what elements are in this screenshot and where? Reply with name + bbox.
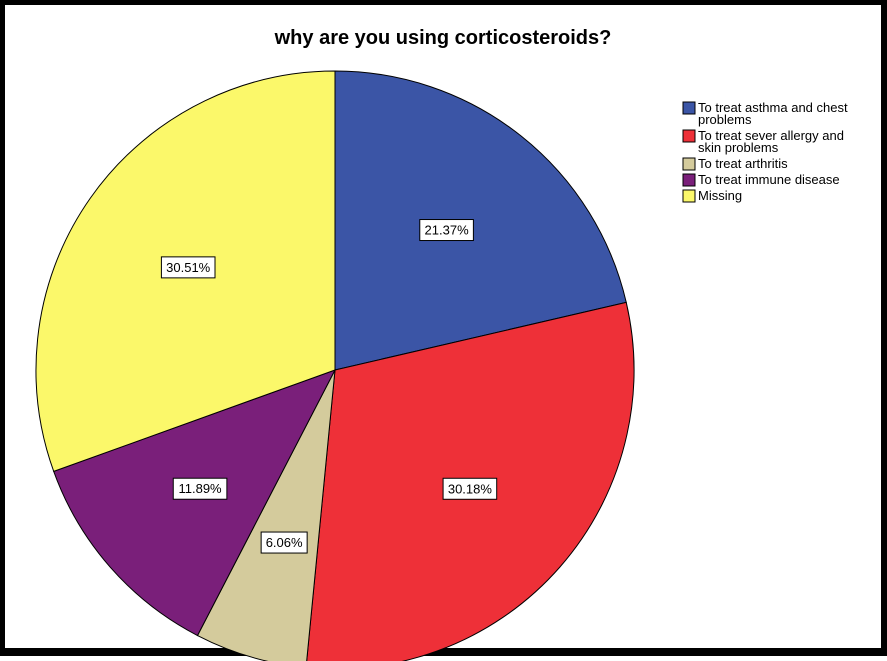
- data-label-text: 11.89%: [178, 481, 222, 496]
- pie-chart: why are you using corticosteroids? 21.37…: [35, 27, 848, 661]
- data-label-box: [160, 256, 216, 279]
- legend-label: To treat asthma and chest: [698, 100, 848, 115]
- legend-label: problems: [698, 112, 752, 127]
- data-label-text: 30.51%: [166, 260, 211, 275]
- legend-label: Missing: [698, 188, 742, 203]
- data-label-box: [442, 477, 498, 500]
- data-label-to-treat-immune-disease: 11.89%: [172, 477, 228, 500]
- pie-slice-to-treat-immune-disease: [53, 369, 337, 637]
- data-label-box: [172, 477, 228, 500]
- legend-swatch: [682, 129, 696, 143]
- data-label-to-treat-asthma-and-chest-problems: 21.37%: [419, 219, 474, 242]
- data-label-missing: 30.51%: [160, 256, 216, 279]
- data-label-text: 6.06%: [266, 535, 303, 550]
- data-label-to-treat-sever-allergy-and-skin-problems: 30.18%: [442, 477, 498, 500]
- legend-swatch: [682, 157, 696, 171]
- chart-title: why are you using corticosteroids?: [274, 27, 612, 49]
- data-label-text: 21.37%: [425, 223, 470, 238]
- pie-slices: [35, 70, 635, 661]
- legend-item-to-treat-immune-disease: To treat immune disease: [682, 172, 840, 187]
- pie-slice-to-treat-asthma-and-chest-problems: [334, 70, 627, 371]
- legend-label: To treat immune disease: [698, 172, 840, 187]
- data-label-box: [260, 531, 308, 554]
- legend-item-to-treat-arthritis: To treat arthritis: [682, 156, 788, 171]
- data-label-to-treat-arthritis: 6.06%: [260, 531, 308, 554]
- data-labels: 21.37% 30.18% 6.06% 11.89% 30.51%: [160, 219, 498, 554]
- legend-label: To treat arthritis: [698, 156, 788, 171]
- legend-label: skin problems: [698, 140, 779, 155]
- legend-swatch: [682, 189, 696, 203]
- data-label-box: [419, 219, 474, 242]
- legend-swatch: [682, 173, 696, 187]
- data-label-text: 30.18%: [448, 481, 493, 496]
- legend-swatch: [682, 101, 696, 115]
- legend-label: To treat sever allergy and: [698, 128, 844, 143]
- legend-item-missing: Missing: [682, 188, 742, 203]
